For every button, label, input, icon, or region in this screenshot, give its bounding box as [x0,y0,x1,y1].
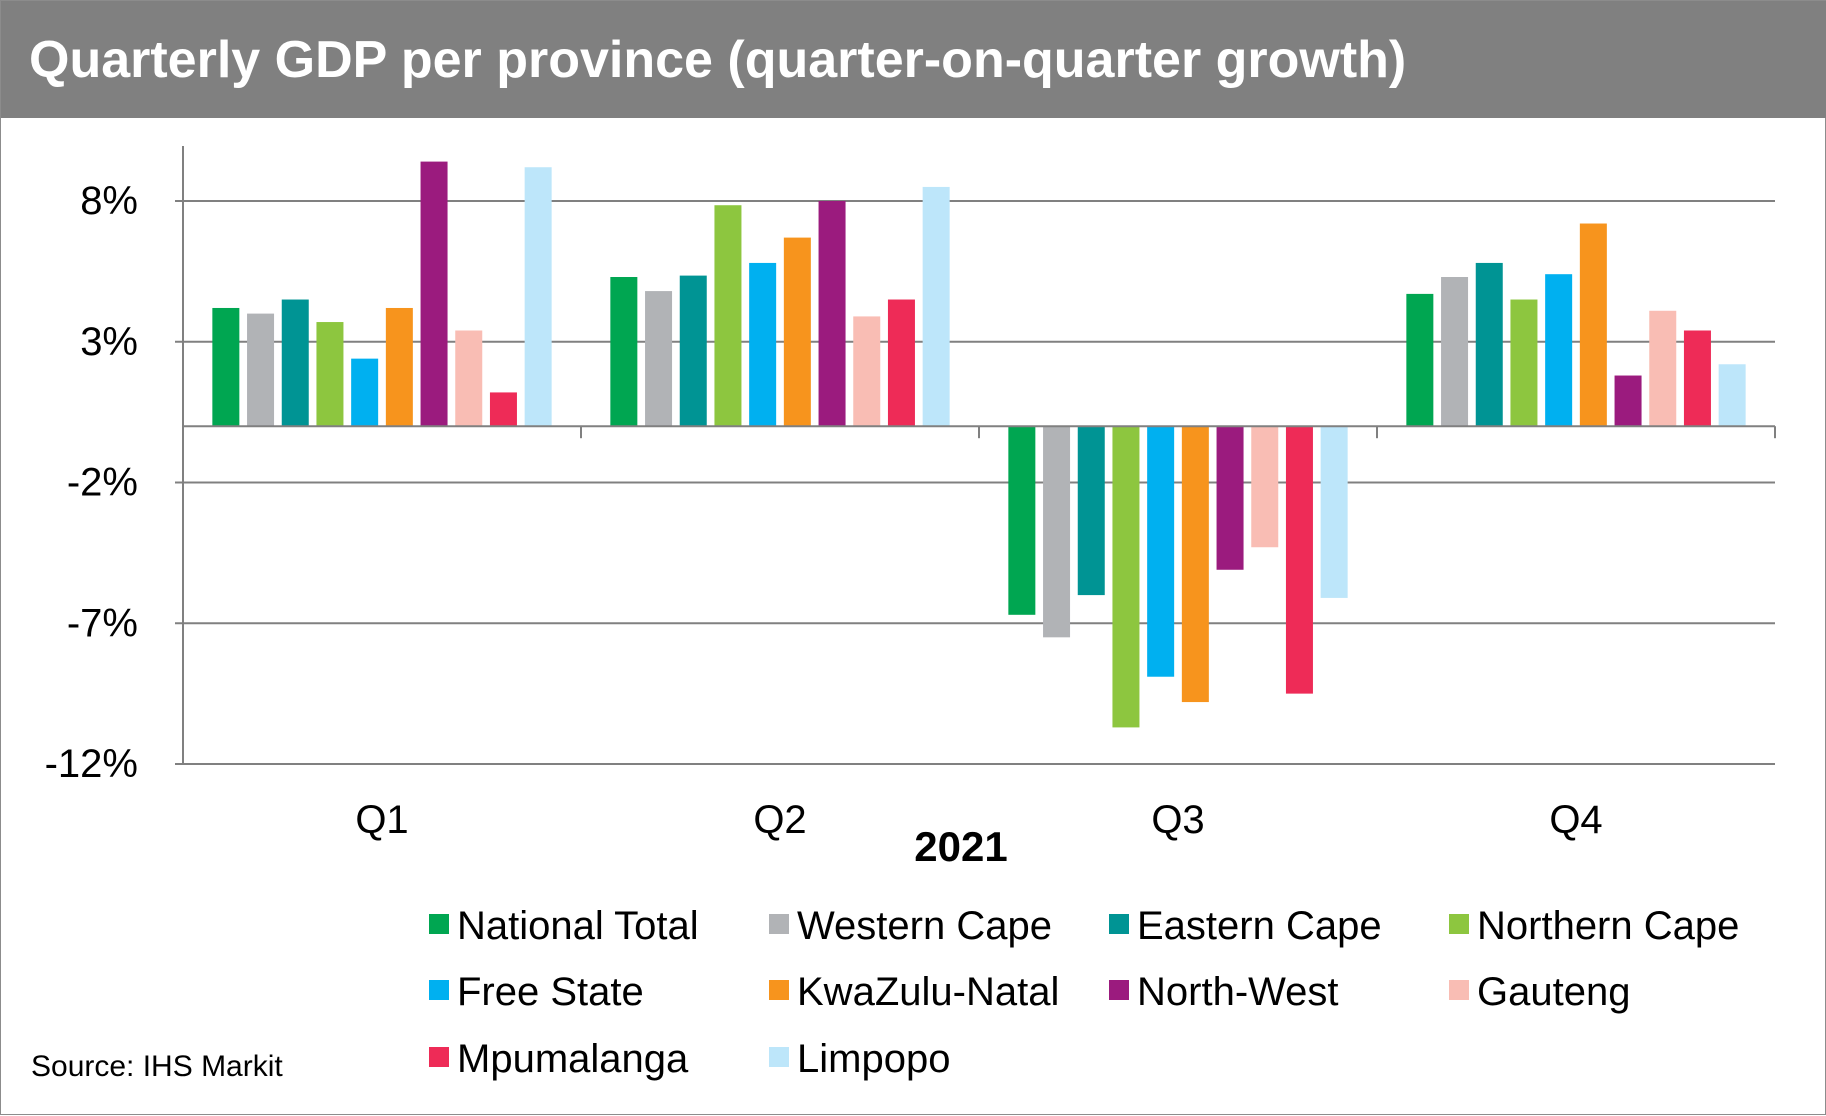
legend-label: National Total [457,904,699,948]
bar [1008,426,1036,615]
legend-label: North-West [1137,970,1339,1014]
bar [1510,299,1538,427]
legend-swatch [429,914,449,934]
category-label: Q1 [355,798,408,842]
legend-swatch [429,1047,449,1067]
bar [1112,426,1140,728]
bar [1251,426,1279,548]
bar [316,322,344,427]
category-label: Q2 [753,798,806,842]
bar [1077,426,1105,596]
bar [610,277,638,427]
bar [385,307,413,427]
y-tick-label: 8% [80,179,138,223]
bar [853,316,881,427]
bar [783,237,811,427]
legend-label: Eastern Cape [1137,904,1382,948]
bar [922,186,950,427]
category-label: Q4 [1549,798,1602,842]
y-tick-label: 3% [80,320,138,364]
legend-swatch [429,980,449,1000]
source-note: Source: IHS Markit [31,1050,283,1083]
legend-label: Mpumalanga [457,1037,689,1081]
bar [749,262,777,427]
bar [524,167,552,427]
title-bar: Quarterly GDP per province (quarter-on-q… [1,1,1826,118]
bar [1579,223,1607,427]
legend-label: KwaZulu-Natal [797,970,1059,1014]
y-tick-label: -12% [45,742,138,786]
bar [351,358,379,427]
bar [1649,310,1677,427]
bar [1475,262,1503,427]
legend-swatch [1449,980,1469,1000]
bar [1406,293,1434,427]
legend-swatch [1109,980,1129,1000]
category-label: Q3 [1151,798,1204,842]
bar [212,307,240,427]
bar [247,313,275,427]
bar [1320,426,1348,598]
legend-swatch [769,914,789,934]
y-tick-label: -7% [67,601,138,645]
bar [281,299,309,427]
bar [455,330,483,427]
legend-label: Northern Cape [1477,904,1739,948]
y-tick-label: -2% [67,461,138,505]
bar [1545,274,1573,427]
bar [489,392,517,427]
bar [1683,330,1711,427]
legend-swatch [1449,914,1469,934]
legend-swatch [769,1047,789,1067]
bar [1181,426,1209,703]
chart-title: Quarterly GDP per province (quarter-on-q… [29,31,1407,89]
bar [1216,426,1244,570]
bar [1441,277,1469,427]
bar [1043,426,1071,638]
legend-label: Limpopo [797,1037,950,1081]
legend-label: Western Cape [797,904,1052,948]
legend-swatch [769,980,789,1000]
bar [818,201,846,427]
bar [1147,426,1175,677]
legend-label: Gauteng [1477,970,1630,1014]
legend-swatch [1109,914,1129,934]
x-axis-title: 2021 [914,823,1007,870]
bar [679,275,707,427]
bar [1285,426,1313,694]
bar [714,205,742,427]
bar [1718,364,1746,427]
bar [1614,375,1642,427]
bar [887,299,915,427]
bar [645,291,673,427]
legend-label: Free State [457,970,644,1014]
bar [420,161,448,427]
